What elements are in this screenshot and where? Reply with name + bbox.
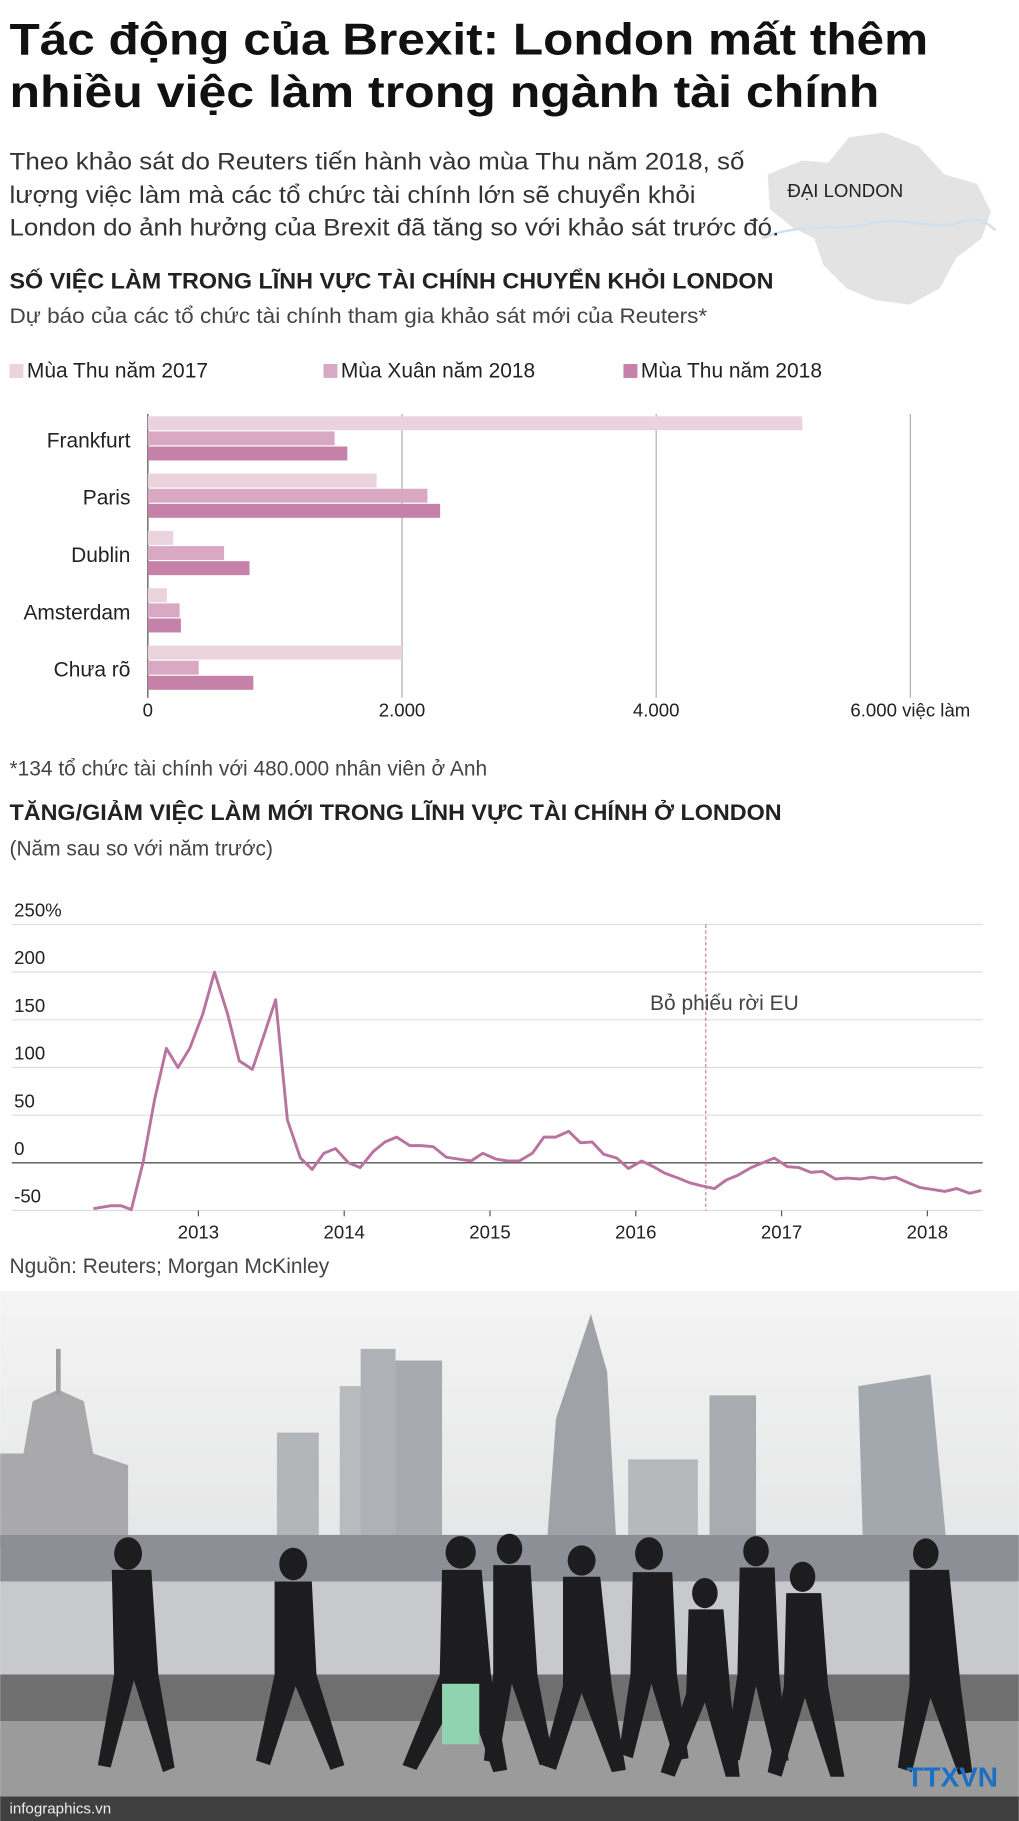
- x-tick-label: 2014: [324, 1222, 365, 1243]
- title-line: Tác động của Brexit: London mất thêm: [9, 16, 928, 65]
- chart-title: TĂNG/GIẢM VIỆC LÀM MỚI TRONG LĨNH VỰC TÀ…: [9, 800, 781, 825]
- y-tick-label: 0: [14, 1138, 24, 1159]
- x-tick-label: 2016: [615, 1222, 656, 1243]
- title-line: nhiều việc làm trong ngành tài chính: [9, 68, 879, 117]
- map-label: ĐẠI LONDON: [787, 180, 903, 201]
- bar: [147, 488, 428, 503]
- y-tick-label: 100: [14, 1043, 45, 1064]
- bar: [147, 561, 250, 576]
- category-label: Chưa rõ: [54, 659, 131, 682]
- bar: [147, 431, 335, 446]
- bar: [147, 588, 167, 603]
- legend-swatch: [623, 363, 638, 378]
- bar: [147, 618, 181, 633]
- chart-subtitle: Dự báo của các tổ chức tài chính tham gi…: [9, 305, 707, 328]
- source: Nguồn: Reuters; Morgan McKinley: [9, 1255, 329, 1278]
- y-tick-label: 250%: [14, 900, 62, 921]
- bar: [147, 546, 225, 561]
- bar: [147, 473, 377, 488]
- river: [761, 218, 997, 240]
- chart-subtitle: (Năm sau so với năm trước): [9, 838, 273, 861]
- x-tick-label: 2017: [761, 1222, 802, 1243]
- y-tick-label: 50: [14, 1090, 35, 1111]
- london-map: [767, 132, 991, 305]
- bar: [147, 503, 441, 518]
- legend-label: Mùa Thu năm 2017: [27, 360, 208, 383]
- bar: [147, 645, 403, 660]
- y-tick-label: 200: [14, 947, 45, 968]
- intro-line: lượng việc làm mà các tổ chức tài chính …: [9, 182, 695, 209]
- bar: [147, 446, 348, 461]
- bar: [147, 530, 174, 545]
- agency-logo: TTXVN: [906, 1762, 997, 1793]
- photo: [0, 1290, 1019, 1821]
- x-tick-label: 2015: [469, 1222, 510, 1243]
- legend-label: Mùa Xuân năm 2018: [341, 360, 535, 383]
- category-label: Dublin: [71, 544, 130, 567]
- bar: [147, 660, 199, 675]
- bar: [147, 675, 254, 690]
- x-tick-label: 2013: [178, 1222, 219, 1243]
- footnote: *134 tổ chức tài chính với 480.000 nhân …: [9, 757, 487, 780]
- x-tick-label: 2.000: [379, 700, 426, 721]
- legend-label: Mùa Thu năm 2018: [641, 360, 822, 383]
- site-credit: infographics.vn: [9, 1800, 111, 1817]
- intro-line: Theo khảo sát do Reuters tiến hành vào m…: [9, 148, 744, 175]
- x-tick-label: 4.000: [633, 700, 680, 721]
- legend-swatch: [323, 363, 338, 378]
- y-tick-label: 150: [14, 995, 45, 1016]
- intro-line: London do ảnh hưởng của Brexit đã tăng s…: [9, 215, 779, 242]
- category-label: Paris: [83, 487, 131, 510]
- legend-swatch: [9, 363, 24, 378]
- bar: [147, 603, 180, 618]
- y-tick-label: -50: [14, 1186, 41, 1207]
- line-series: [93, 970, 982, 1212]
- x-tick-label: 0: [143, 700, 153, 721]
- chart-title: SỐ VIỆC LÀM TRONG LĨNH VỰC TÀI CHÍNH CHU…: [9, 267, 773, 293]
- annotation-label: Bỏ phiếu rời EU: [650, 992, 799, 1015]
- x-tick-label: 6.000 việc làm: [850, 700, 970, 721]
- x-tick-label: 2018: [907, 1222, 948, 1243]
- category-label: Amsterdam: [23, 601, 130, 624]
- bar: [147, 416, 803, 431]
- category-label: Frankfurt: [47, 429, 131, 452]
